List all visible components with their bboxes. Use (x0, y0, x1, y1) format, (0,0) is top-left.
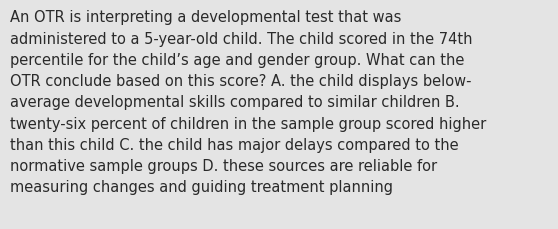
Text: An OTR is interpreting a developmental test that was
administered to a 5-year-ol: An OTR is interpreting a developmental t… (10, 10, 486, 194)
